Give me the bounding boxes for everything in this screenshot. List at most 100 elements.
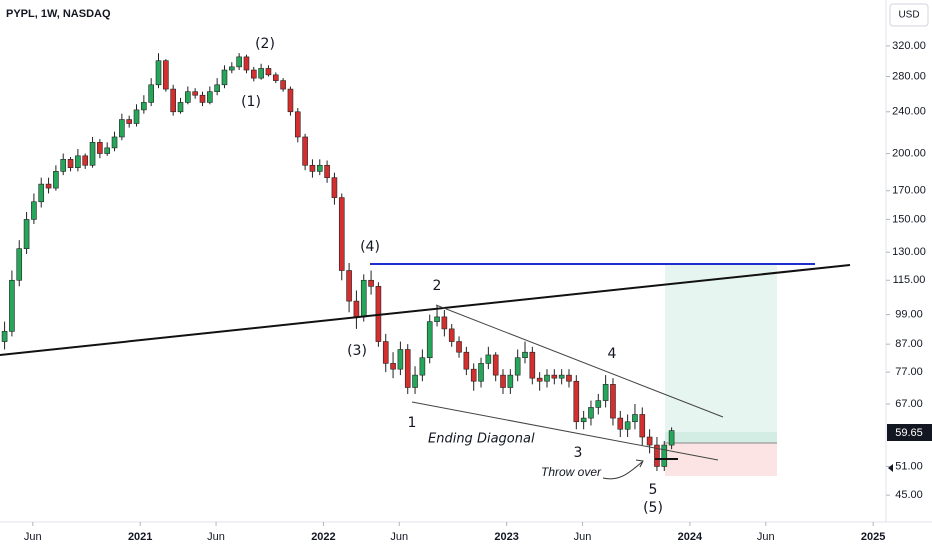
- candle-body: [119, 119, 125, 138]
- candle-body: [624, 421, 631, 430]
- candle-body: [170, 88, 176, 113]
- y-tick-label: 150.00: [892, 213, 926, 225]
- chart-title: PYPL, 1W, NASDAQ: [6, 8, 111, 20]
- candle-body: [75, 155, 81, 169]
- x-tick-label: Jun: [757, 531, 775, 543]
- wave-label: (2): [255, 36, 275, 52]
- candle-body: [221, 69, 228, 86]
- wave-label: (3): [347, 343, 367, 359]
- last-price: 59.65: [895, 427, 923, 439]
- last-price-box: [887, 424, 932, 441]
- candle-body: [316, 164, 323, 172]
- candle-body: [412, 374, 418, 388]
- candle-body: [478, 363, 484, 382]
- trend-line: [0, 264, 851, 356]
- wave-label: 3: [574, 445, 583, 461]
- candle-body: [551, 374, 558, 379]
- candle-body: [111, 136, 118, 149]
- y-tick-label: 200.00: [892, 147, 926, 159]
- y-tick-label: 320.00: [892, 40, 926, 52]
- y-tick-label: 115.00: [893, 274, 926, 286]
- candle-body: [661, 444, 668, 467]
- wave-label: 2: [433, 278, 442, 294]
- y-tick-label: 45.00: [895, 489, 923, 501]
- x-tick-label: Jun: [574, 531, 592, 543]
- x-tick-label: Jun: [207, 531, 225, 543]
- candle-body: [536, 377, 543, 382]
- candle-body: [16, 248, 23, 281]
- candle-body: [331, 177, 338, 198]
- x-axis: Jun 2021 Jun 2022 Jun 2023 Jun 2024 Jun 2025: [24, 522, 885, 543]
- candle-body: [265, 68, 272, 76]
- candle-body: [668, 430, 675, 446]
- entry-zone: [665, 432, 777, 443]
- candle-body: [53, 171, 59, 189]
- candle-body: [382, 341, 389, 364]
- candle-body: [441, 316, 448, 330]
- wave-label: 4: [608, 346, 617, 362]
- candle-body: [89, 142, 96, 166]
- candle-body: [500, 374, 506, 388]
- y-tick-label: 240.00: [892, 106, 926, 118]
- candle-body: [448, 328, 455, 342]
- candle-body: [617, 417, 624, 430]
- y-tick-label: 77.00: [895, 366, 923, 378]
- x-tick-label: 2021: [128, 531, 152, 543]
- currency-button[interactable]: [889, 3, 929, 27]
- candles: [1, 53, 675, 472]
- currency: USD: [898, 10, 919, 21]
- candle-body: [324, 164, 330, 178]
- y-axis: 320.00 280.00 240.00 200.00 170.00 150.00 130.…: [886, 40, 926, 501]
- arrow-head: [635, 459, 644, 468]
- candle-body: [214, 84, 220, 92]
- candle-body: [1, 331, 8, 342]
- y-tick-label: 280.00: [892, 70, 926, 82]
- candle-body: [573, 380, 580, 423]
- candle-body: [82, 155, 89, 166]
- candle-body: [522, 351, 528, 359]
- candle-body: [610, 384, 616, 419]
- candle-body: [588, 407, 594, 419]
- candle-body: [250, 69, 257, 79]
- candle-body: [302, 136, 308, 166]
- candle-body: [163, 60, 169, 90]
- candle-body: [280, 80, 286, 90]
- loss-zone: [665, 443, 777, 476]
- candle-body: [126, 119, 132, 124]
- candle-body: [404, 349, 411, 388]
- candle-body: [9, 279, 15, 332]
- wave-label: (4): [360, 239, 380, 255]
- candle-body: [229, 66, 235, 71]
- candle-body: [185, 91, 191, 103]
- y-tick-label: 87.00: [895, 338, 923, 350]
- candle-body: [485, 354, 492, 364]
- x-tick-label: 2022: [311, 531, 335, 543]
- candle-body: [470, 368, 477, 382]
- candle-body: [434, 316, 440, 322]
- candle-body: [360, 279, 367, 318]
- candle-body: [45, 183, 52, 189]
- candle-body: [397, 349, 404, 370]
- candle-body: [287, 88, 294, 113]
- candle-body: [463, 351, 470, 370]
- candle-body: [654, 444, 660, 467]
- candle-body: [595, 400, 602, 408]
- candle-body: [646, 436, 653, 446]
- candle-body: [243, 56, 250, 71]
- y-tick-label: 130.00: [892, 246, 926, 258]
- candle-body: [141, 102, 147, 111]
- candle-body: [31, 201, 37, 220]
- candle-body: [97, 142, 103, 154]
- candle-body: [456, 341, 462, 353]
- candle-body: [529, 351, 536, 379]
- candle-body: [207, 91, 213, 103]
- candle-body: [580, 417, 587, 423]
- pattern-label: Ending Diagonal: [428, 432, 535, 447]
- candle-body: [148, 84, 154, 103]
- x-tick-label: 2023: [494, 531, 518, 543]
- candle-body: [514, 357, 521, 376]
- candle-body: [602, 384, 609, 401]
- candle-body: [368, 279, 374, 287]
